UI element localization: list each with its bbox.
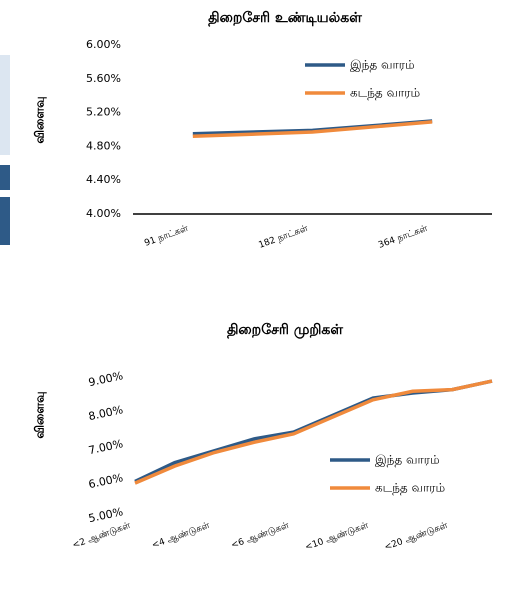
legend-label: இந்த வாரம் [350, 58, 415, 73]
sidebar-block [0, 197, 10, 245]
y-tick-label: 6.00% [87, 471, 124, 491]
y-tick-label: 4.00% [86, 207, 121, 220]
legend-label: கடந்த வாரம் [350, 86, 420, 100]
y-tick-label: 8.00% [87, 403, 124, 423]
x-tick-label: <20 ஆண்டுகள் [383, 520, 450, 552]
x-tick-label: <2 ஆண்டுகள் [71, 520, 132, 551]
chart-title: திறைசேரி உண்டியல்கள் [208, 10, 362, 27]
x-tick-label: 91 நாட்கள் [143, 223, 190, 248]
sidebar-block [0, 55, 10, 155]
y-tick-label: 7.00% [87, 437, 124, 457]
x-tick-label: 364 நாட்கள் [377, 223, 430, 250]
legend-label: இந்த வாரம் [375, 453, 440, 468]
x-tick-label: <10 ஆண்டுகள் [304, 520, 371, 552]
y-tick-label: 4.80% [86, 139, 121, 152]
y-tick-label: 9.00% [87, 369, 124, 389]
y-tick-label: 5.00% [87, 505, 124, 525]
chart-title: திறைசேரி முறிகள் [227, 322, 343, 339]
y-axis-label: விளைவு [33, 96, 47, 143]
series-line [134, 379, 493, 485]
y-tick-label: 4.40% [86, 173, 121, 186]
y-axis-label: விளைவு [33, 391, 47, 438]
x-tick-label: <4 ஆண்டுகள் [151, 520, 212, 551]
y-tick-label: 5.20% [86, 106, 121, 119]
x-tick-label: 182 நாட்கள் [258, 223, 311, 250]
series-line [192, 120, 433, 139]
legend-label: கடந்த வாரம் [375, 481, 445, 495]
x-tick-label: <6 ஆண்டுகள் [230, 520, 291, 551]
y-tick-label: 6.00% [86, 38, 121, 51]
sidebar-block [0, 165, 10, 190]
y-tick-label: 5.60% [86, 72, 121, 85]
